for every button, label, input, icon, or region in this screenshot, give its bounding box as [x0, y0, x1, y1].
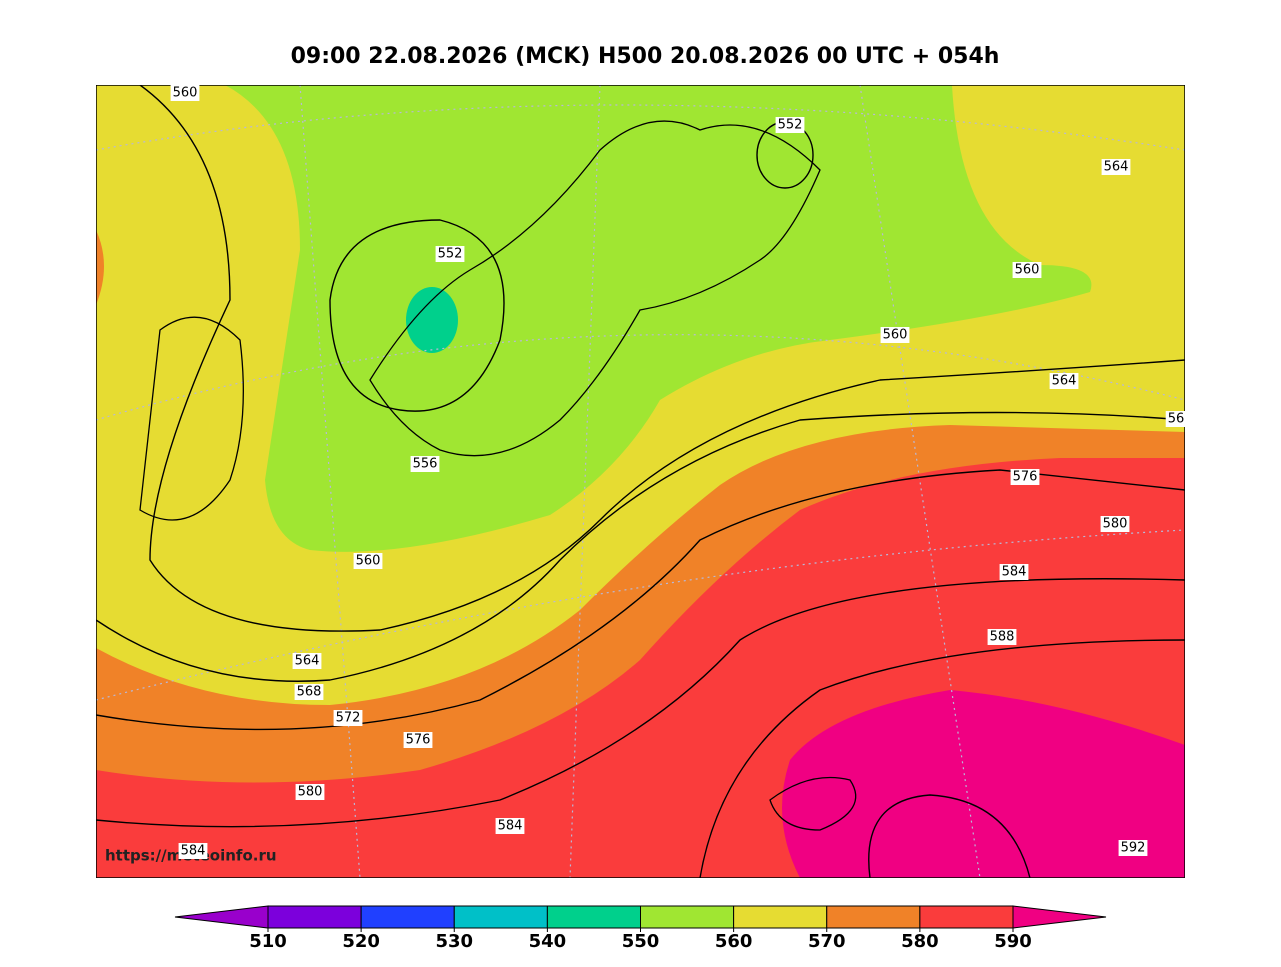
contour-label-bg	[1100, 516, 1130, 532]
contour-label: 564	[295, 654, 320, 669]
contour-label-bg	[880, 327, 910, 343]
colorbar: 510 520 530 540 550 560 570 580 590	[174, 905, 1107, 952]
contour-line	[96, 411, 1185, 682]
colorbar-segment	[733, 905, 828, 929]
contour-label: 560	[1015, 263, 1040, 278]
contour-label-bg	[1010, 469, 1040, 485]
coastline	[139, 316, 244, 521]
contour-label-bg	[403, 732, 433, 748]
colorbar-tick-label: 590	[994, 931, 1032, 952]
contour-label: 584	[1002, 565, 1027, 580]
contour-line	[139, 85, 1185, 632]
contour-label: 576	[1013, 470, 1038, 485]
colorbar-over	[1012, 905, 1107, 929]
field-590	[782, 690, 1185, 878]
contour-label-bg	[1049, 373, 1079, 389]
colorbar-tick-label: 510	[249, 931, 287, 952]
colorbar-under	[174, 905, 269, 929]
contour-line	[699, 639, 1185, 878]
colorbar-segment	[267, 905, 362, 929]
contour-label-bg	[333, 710, 363, 726]
field-540-550	[406, 287, 458, 353]
contour-label: 584	[181, 844, 206, 859]
contour-label: 576	[406, 733, 431, 748]
coastline	[769, 776, 857, 831]
contour-label-bg	[410, 456, 440, 472]
contour-label: 556	[413, 457, 438, 472]
coastline	[369, 120, 821, 457]
contour-label: 572	[336, 711, 361, 726]
colorbar-tick-label: 540	[529, 931, 567, 952]
contour-label: 564	[1104, 160, 1129, 175]
contour-label: 56	[1168, 412, 1185, 427]
contour-label-bg	[775, 117, 805, 133]
colorbar-segment	[453, 905, 548, 929]
contour-label-bg	[170, 85, 200, 101]
contour-label-bg	[999, 564, 1029, 580]
contour-label: 588	[990, 630, 1015, 645]
contour-label-bg	[987, 629, 1017, 645]
contour-line	[329, 219, 505, 412]
colorbar-tick-label: 550	[622, 931, 660, 952]
field-550-560	[225, 85, 1092, 552]
colorbar-segment	[919, 905, 1014, 929]
contour-label: 564	[1052, 374, 1077, 389]
contour-label-bg	[292, 653, 322, 669]
contour-label-bg	[294, 684, 324, 700]
contour-label: 592	[1121, 841, 1146, 856]
contour-label-bg	[1012, 262, 1042, 278]
contour-label-bg	[435, 246, 465, 262]
colorbar-segment	[640, 905, 735, 929]
contour-label: 560	[173, 86, 198, 101]
colorbar-segment	[360, 905, 455, 929]
contour-label-bg	[178, 843, 208, 859]
contour-label: 560	[356, 554, 381, 569]
grid-lines	[96, 85, 1185, 878]
contour-line	[96, 469, 1185, 731]
contour-labels: 560 552 564 552 560 560 564 56 556 576 580 560 584 58…	[170, 85, 1187, 859]
contour-label: 560	[883, 328, 908, 343]
contour-label: 580	[1103, 517, 1128, 532]
contour-label: 580	[298, 785, 323, 800]
contour-label: 584	[498, 819, 523, 834]
contour-label-bg	[495, 818, 525, 834]
contour-label-bg	[1165, 411, 1187, 427]
map-area	[96, 85, 1185, 878]
contour-label-bg	[295, 784, 325, 800]
map-title: 09:00 22.08.2026 (MCK) H500 20.08.2026 0…	[291, 44, 1000, 69]
colorbar-tick-label: 560	[715, 931, 753, 952]
contour-label: 568	[297, 685, 322, 700]
contour-label-bg	[1101, 159, 1131, 175]
colorbar-tick-label: 570	[808, 931, 846, 952]
contour-label-bg	[353, 553, 383, 569]
contour-line	[96, 578, 1185, 828]
colorbar-segment	[546, 905, 641, 929]
contour-line	[868, 794, 1031, 878]
colorbar-tick-label: 520	[342, 931, 380, 952]
colorbar-tick-label: 530	[435, 931, 473, 952]
field-570-580	[96, 230, 104, 305]
contour-label-bg	[1118, 840, 1148, 856]
colorbar-tick-label: 580	[901, 931, 939, 952]
contour-label: 552	[778, 118, 803, 133]
colorbar-segment	[826, 905, 921, 929]
contour-label: 552	[438, 247, 463, 262]
